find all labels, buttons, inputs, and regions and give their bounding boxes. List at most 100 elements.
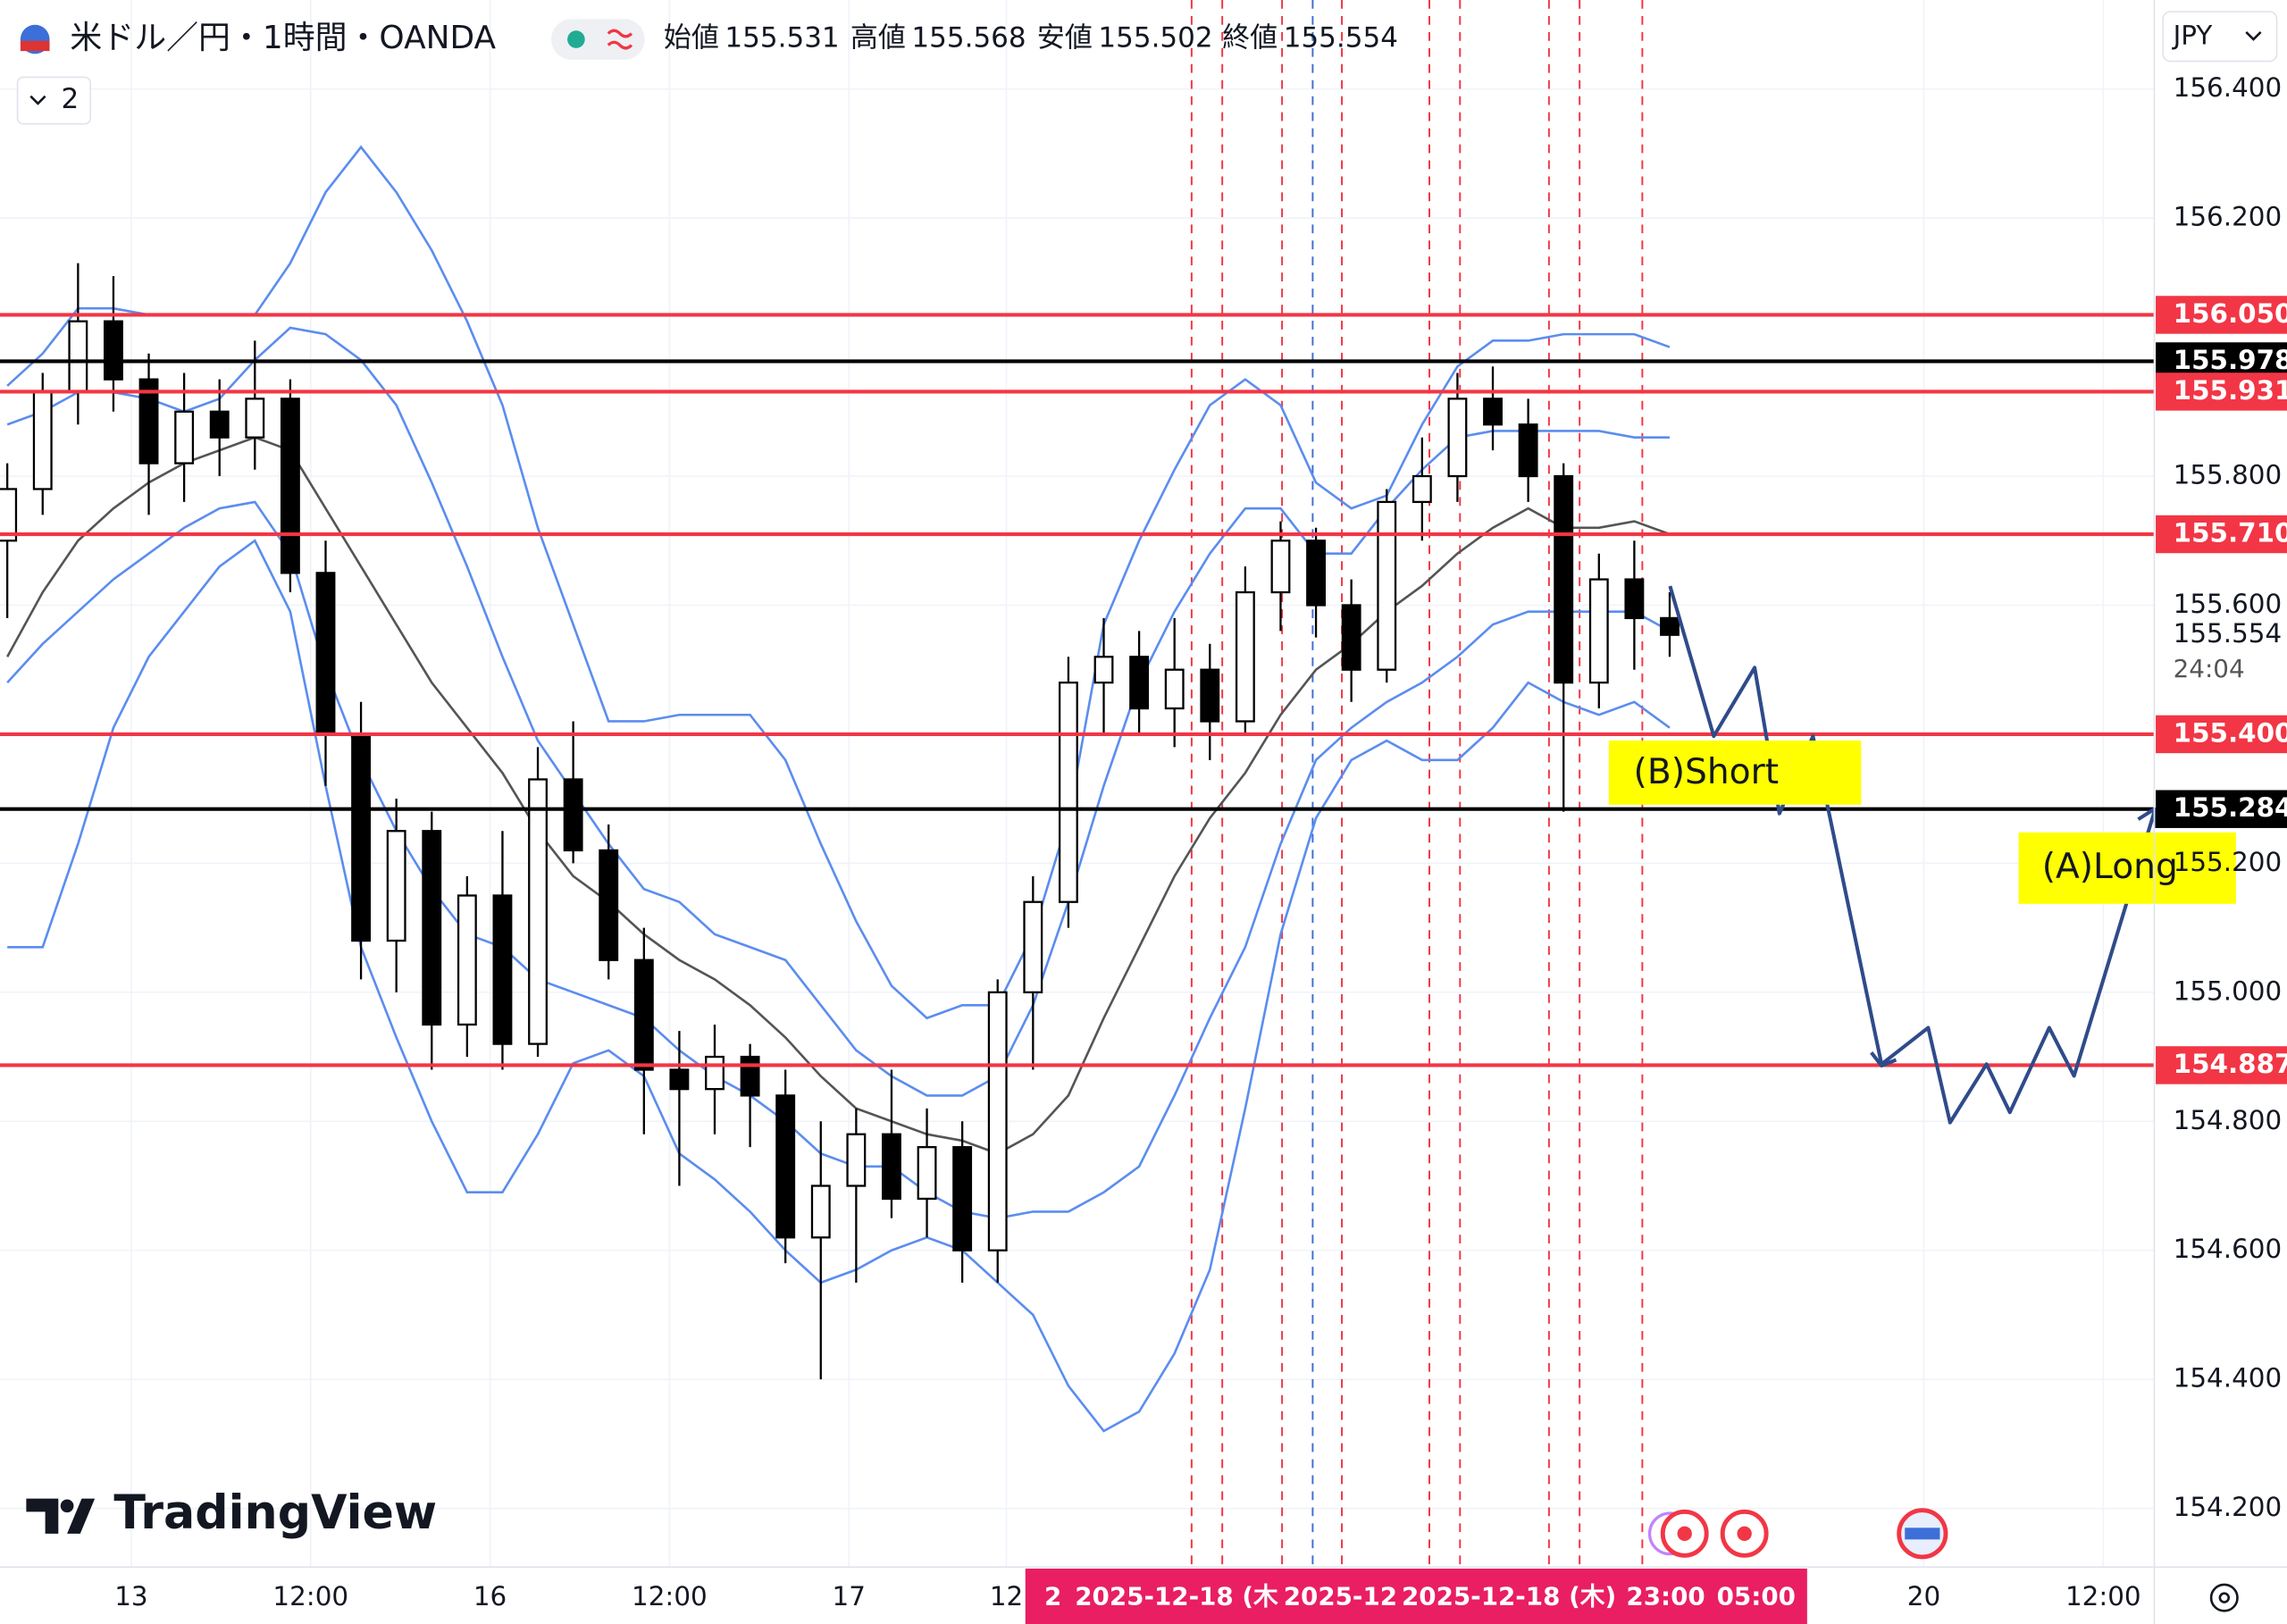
brand: TradingView [113, 1486, 437, 1540]
band-line [6, 145, 1671, 1020]
candle-body [104, 320, 123, 381]
x-tick-label: 12:00 [2065, 1581, 2141, 1611]
ohlc-value: 155.568 [911, 22, 1026, 54]
candle-body [669, 1068, 690, 1091]
candle-body [1129, 656, 1150, 710]
level-label-box [2156, 1046, 2287, 1084]
candle-body [68, 320, 88, 394]
candle-body [1200, 668, 1220, 723]
candle-body [1164, 668, 1185, 710]
y-tick-label: 154.400 [2174, 1363, 2283, 1394]
x-tick-label: 20 [1907, 1581, 1940, 1611]
level-label-box [2156, 790, 2287, 828]
currency-button[interactable] [2162, 11, 2278, 63]
event-icons [1647, 1508, 1948, 1560]
candle-body [1235, 590, 1255, 723]
crosshair-label-box [1025, 1568, 1807, 1624]
crosshair-label: 2025-12-18 (木) [1402, 1582, 1616, 1611]
flag-icon [20, 40, 50, 52]
time-axis: 13 12:00 16 12:00 17 12 20 12:002 2025-12-18 (木 2… [114, 1568, 2141, 1624]
candle-body [882, 1133, 901, 1201]
candle-body [1588, 578, 1609, 684]
candle-body [987, 991, 1008, 1251]
currency: JPY [2172, 20, 2213, 50]
candle-body [1306, 540, 1326, 607]
candles [0, 263, 1680, 1380]
x-tick-label: 12:00 [632, 1581, 708, 1611]
x-tick-label: 17 [833, 1581, 866, 1611]
chevron [2245, 30, 2262, 41]
event-lines [1190, 0, 1644, 1568]
candle-body [1341, 604, 1361, 671]
candle-body [1270, 540, 1291, 594]
level-label: 155.284 [2174, 792, 2287, 823]
candle-body [846, 1133, 867, 1187]
candle-body [563, 778, 583, 852]
ohlc-value: 155.554 [1284, 22, 1398, 54]
candle-body [1660, 616, 1680, 636]
candle-body [1624, 578, 1645, 620]
status-dot [567, 30, 585, 48]
y-tick-label: 156.400 [2174, 72, 2283, 103]
candle-body [952, 1146, 973, 1251]
candle-body [705, 1055, 725, 1091]
level-label: 155.978 [2174, 345, 2287, 375]
y-tick-label: 154.800 [2174, 1105, 2283, 1135]
candle-body [528, 778, 548, 1045]
candle-body [599, 849, 619, 961]
status-pill [551, 19, 645, 60]
candle-body [457, 894, 477, 1026]
event-icon [1677, 1526, 1692, 1541]
event-icon [1737, 1526, 1752, 1541]
candle-body [209, 410, 230, 439]
level-label: 155.931 [2174, 375, 2287, 406]
ohlc-name: 高値 [850, 22, 906, 54]
indicator-count: 2 [62, 83, 80, 115]
levels [0, 313, 2155, 1067]
candle-body [1093, 656, 1114, 684]
y-tick-label: 154.200 [2174, 1492, 2283, 1522]
annotation: (A)Long [2042, 847, 2178, 887]
ohlc-legend: 始値 155.531 高値 155.568 安値 155.502 終値 155.554 [664, 22, 1398, 54]
level-label: 155.710 [2174, 518, 2287, 548]
x-tick-label: 12 [990, 1581, 1023, 1611]
brand-logo [60, 1499, 74, 1513]
ohlc-name: 安値 [1037, 22, 1093, 54]
candle-body [0, 488, 18, 542]
level-label-box [2156, 373, 2287, 411]
x-tick-label: 13 [114, 1581, 147, 1611]
candle-body [32, 390, 53, 490]
settings-icon [2218, 1592, 2230, 1603]
level-label: 154.887 [2174, 1049, 2287, 1079]
candle-body [1058, 682, 1078, 903]
candle-body [174, 410, 195, 465]
y-tick-label: 155.000 [2174, 975, 2283, 1006]
candle-body [138, 378, 159, 465]
settings-icon[interactable] [2209, 1583, 2239, 1612]
candle-body [1518, 423, 1538, 478]
candle-body [810, 1185, 831, 1239]
y-tick-label: 154.600 [2174, 1234, 2283, 1264]
candle-body [1023, 900, 1043, 993]
y-tick-label: 156.200 [2174, 202, 2283, 232]
level-label: 155.400 [2174, 717, 2287, 748]
symbol-title: 米ドル／円・1時間・OANDA [70, 20, 496, 56]
candle-body [917, 1146, 937, 1201]
candle-body [422, 830, 442, 1026]
countdown: 24:04 [2174, 654, 2245, 683]
candle-body [1483, 398, 1503, 426]
indicator-toggle[interactable] [16, 76, 92, 125]
annotation: (B)Short [1634, 752, 1780, 792]
candle-body [1447, 398, 1468, 478]
crosshair-label: 05:00 [1717, 1582, 1796, 1611]
candle-body [386, 830, 406, 942]
status-icon [607, 29, 633, 50]
candle-body [245, 398, 265, 439]
candle-body [740, 1055, 760, 1097]
ohlc-value: 155.502 [1098, 22, 1212, 54]
annotation-box [2018, 832, 2236, 904]
candle-body [633, 958, 654, 1071]
